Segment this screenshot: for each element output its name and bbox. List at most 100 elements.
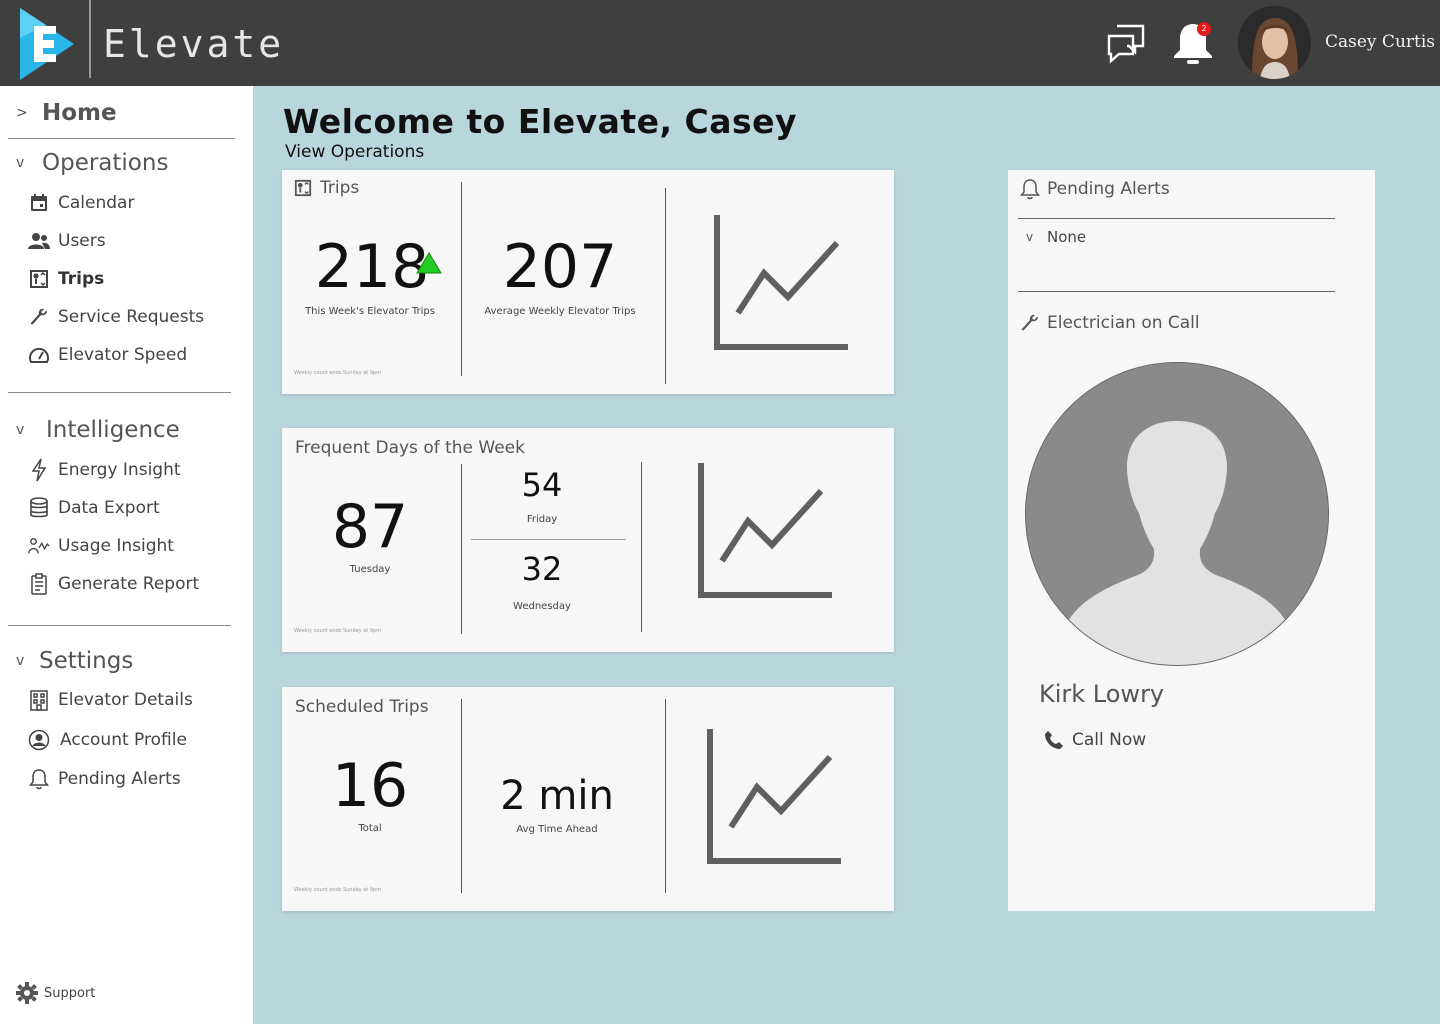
- scheduled-total-caption: Total: [358, 823, 382, 834]
- section-intelligence-label: Intelligence: [46, 417, 180, 443]
- sidebar-item-label: Data Export: [58, 498, 160, 518]
- elevate-logo-icon[interactable]: [16, 6, 78, 82]
- call-now-button[interactable]: Call Now: [1044, 730, 1146, 750]
- account-icon: [28, 729, 50, 751]
- pending-alerts-title-text: Pending Alerts: [1047, 179, 1170, 199]
- avg-time-ahead-caption: Avg Time Ahead: [516, 824, 598, 835]
- third-day-value: 32: [521, 550, 563, 588]
- building-icon: [28, 689, 50, 711]
- sidebar-item-pending-alerts[interactable]: Pending Alerts: [28, 768, 181, 790]
- sidebar-item-label: Generate Report: [58, 574, 200, 594]
- sidebar-item-label: Account Profile: [60, 730, 187, 750]
- footnote: Weekly count ends Sunday at 9pm: [294, 628, 382, 634]
- logo-divider: [89, 0, 91, 78]
- chevron-down-icon: v: [16, 155, 25, 171]
- wrench-icon: [28, 306, 50, 328]
- sidebar-item-label: Elevator Speed: [58, 345, 188, 365]
- line-chart-icon[interactable]: [705, 727, 843, 865]
- sidebar-item-label: Users: [58, 231, 106, 251]
- electrician-title-text: Electrician on Call: [1047, 313, 1200, 333]
- sidebar-item-label: Elevator Details: [58, 690, 193, 710]
- electrician-title: Electrician on Call: [1020, 313, 1200, 333]
- section-settings-label: Settings: [39, 648, 134, 674]
- frequent-days-card[interactable]: Frequent Days of the Week 87 Tuesday Wee…: [282, 428, 894, 652]
- sidebar-item-usage-insight[interactable]: Usage Insight: [28, 535, 174, 557]
- chevron-down-icon: v: [1026, 230, 1034, 244]
- section-settings[interactable]: v Settings: [16, 648, 133, 674]
- sidebar-item-generate-report[interactable]: Generate Report: [28, 573, 199, 595]
- sidebar-item-elevator-speed[interactable]: Elevator Speed: [28, 344, 187, 366]
- sidebar-item-service-requests[interactable]: Service Requests: [28, 306, 204, 328]
- chevron-down-icon: v: [16, 653, 25, 669]
- divider: [8, 138, 235, 139]
- notification-badge: 2: [1197, 22, 1211, 36]
- database-icon: [28, 497, 50, 519]
- section-operations[interactable]: v Operations: [16, 150, 168, 176]
- elevator-icon: [28, 268, 50, 290]
- users-icon: [28, 230, 50, 252]
- user-avatar[interactable]: [1238, 6, 1311, 79]
- pending-alerts-title: Pending Alerts: [1020, 178, 1170, 200]
- weekly-trips-caption: This Week's Elevator Trips: [305, 306, 435, 317]
- trend-up-icon: [416, 252, 442, 274]
- divider: [8, 625, 231, 626]
- sidebar-item-label: Energy Insight: [58, 460, 181, 480]
- user-name[interactable]: Casey Curtis: [1325, 32, 1436, 52]
- chevron-right-icon: >: [16, 105, 28, 121]
- sidebar-item-label: Pending Alerts: [58, 769, 181, 789]
- call-now-label: Call Now: [1072, 730, 1147, 750]
- sidebar-item-label: Trips: [58, 269, 105, 289]
- nav-home[interactable]: > Home: [16, 100, 117, 126]
- divider: [8, 392, 231, 393]
- frequent-days-title: Frequent Days of the Week: [295, 438, 525, 458]
- trips-card[interactable]: Trips 218 This Week's Elevator Trips Wee…: [282, 170, 894, 394]
- second-day-value: 54: [521, 466, 563, 504]
- sidebar-item-elevator-details[interactable]: Elevator Details: [28, 689, 193, 711]
- section-intelligence[interactable]: v Intelligence: [16, 417, 180, 443]
- sidebar-item-data-export[interactable]: Data Export: [28, 497, 160, 519]
- app-title: Elevate: [103, 22, 285, 66]
- footnote: Weekly count ends Sunday at 9pm: [294, 887, 382, 893]
- sidebar-item-label: Service Requests: [58, 307, 205, 327]
- divider: [1018, 218, 1335, 219]
- sidebar-item-account-profile[interactable]: Account Profile: [28, 729, 187, 751]
- wrench-icon: [1021, 314, 1038, 331]
- phone-icon: [1045, 731, 1063, 749]
- scheduled-trips-title: Scheduled Trips: [295, 697, 429, 717]
- divider: [1018, 291, 1335, 292]
- second-day-caption: Friday: [526, 514, 558, 525]
- avg-trips-value: 207: [502, 232, 618, 302]
- section-operations-label: Operations: [42, 150, 169, 176]
- divider: [461, 464, 462, 634]
- trips-card-title: Trips: [294, 178, 359, 198]
- divider: [665, 699, 666, 893]
- sidebar-item-users[interactable]: Users: [28, 230, 106, 252]
- gear-icon: [16, 982, 38, 1004]
- calendar-icon: [28, 192, 50, 214]
- top-bar: Elevate 2 Casey Curtis: [0, 0, 1440, 86]
- sidebar-item-energy-insight[interactable]: Energy Insight: [28, 458, 181, 482]
- usage-icon: [28, 535, 50, 557]
- bell-outline-icon: [1020, 179, 1040, 200]
- clipboard-icon: [28, 573, 50, 595]
- electrician-avatar: [1026, 363, 1328, 665]
- top-day-value: 87: [331, 492, 409, 562]
- line-chart-icon[interactable]: [696, 461, 834, 599]
- avg-trips-caption: Average Weekly Elevator Trips: [484, 306, 636, 317]
- line-chart-icon[interactable]: [712, 213, 850, 351]
- divider: [641, 462, 642, 632]
- divider: [471, 539, 626, 540]
- page-subtitle: View Operations: [285, 142, 425, 162]
- divider: [461, 182, 462, 376]
- page-title: Welcome to Elevate, Casey: [283, 102, 798, 141]
- electrician-name: Kirk Lowry: [1039, 680, 1165, 708]
- footnote: Weekly count ends Sunday at 9pm: [294, 370, 382, 376]
- scheduled-trips-card[interactable]: Scheduled Trips 16 Total Weekly count en…: [282, 687, 894, 911]
- alerts-dropdown[interactable]: v None: [1026, 228, 1086, 246]
- support-link[interactable]: Support: [16, 982, 95, 1004]
- scheduled-total-value: 16: [331, 751, 409, 821]
- sidebar-item-calendar[interactable]: Calendar: [28, 192, 134, 214]
- divider: [665, 188, 666, 384]
- chat-icon[interactable]: [1105, 22, 1147, 64]
- sidebar-item-trips[interactable]: Trips: [28, 268, 104, 290]
